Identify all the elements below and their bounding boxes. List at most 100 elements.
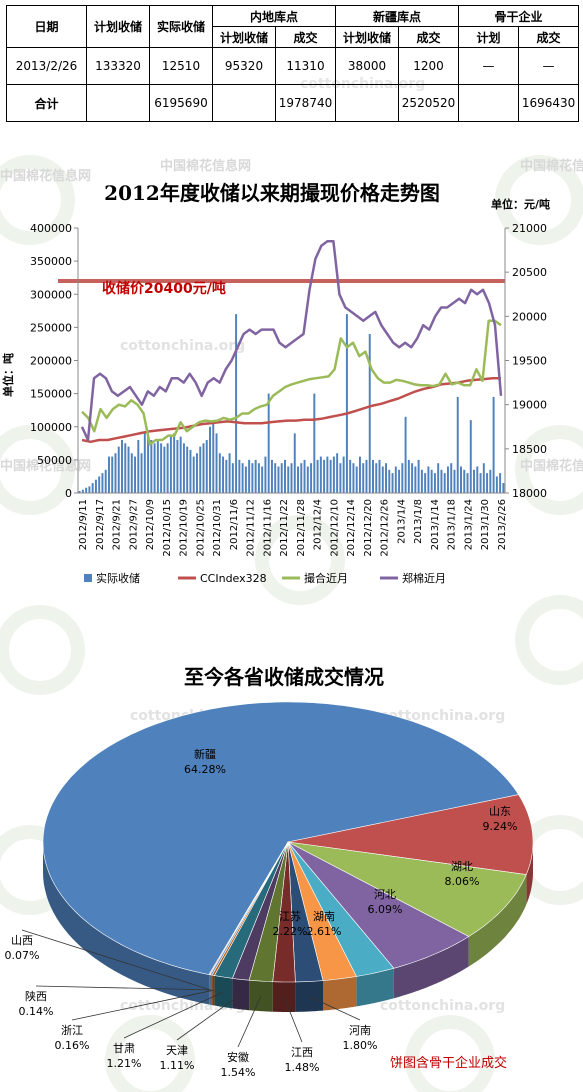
bar-actual-storage — [401, 463, 404, 493]
right-tick-label: 20000 — [512, 310, 547, 323]
bar-actual-storage — [502, 483, 505, 493]
total-bb-deal: 1696430 — [518, 84, 580, 122]
bar-actual-storage — [124, 443, 127, 493]
watermark-text-cn: 中国棉花信息网 — [520, 158, 583, 174]
cell-xj-deal: 1200 — [398, 47, 460, 85]
cell-inland-deal: 11310 — [274, 47, 337, 85]
bar-actual-storage — [88, 486, 91, 493]
right-tick-label: 19500 — [512, 355, 547, 368]
bar-actual-storage — [394, 466, 397, 493]
cell-actual: 12510 — [149, 47, 213, 85]
bar-actual-storage — [492, 396, 495, 493]
right-tick-label: 20500 — [512, 266, 547, 279]
line-match-near-month — [81, 319, 502, 446]
bar-actual-storage — [486, 473, 489, 493]
bar-actual-storage — [329, 459, 332, 493]
total-plan — [86, 84, 150, 122]
x-tick-label: 2013/1/8 — [413, 499, 424, 544]
bar-actual-storage — [169, 436, 172, 493]
watermark-ring — [515, 595, 583, 685]
x-tick-label: 2012/10/15 — [162, 499, 173, 557]
watermark-text-cn: 中国棉花信息网 — [0, 458, 91, 474]
pie-slice-山东 — [287, 794, 534, 875]
bar-actual-storage — [270, 459, 273, 493]
pie-side-天津 — [232, 978, 250, 1011]
bar-actual-storage — [195, 453, 198, 493]
bar-actual-storage — [134, 456, 137, 493]
pie-pct-河北: 6.09% — [368, 903, 403, 916]
watermark-text: cottonchina.org — [380, 708, 505, 724]
left-axis-title: 单位：吨 — [1, 353, 15, 397]
pie-pct-河南: 1.80% — [343, 1039, 378, 1052]
bar-actual-storage — [192, 456, 195, 493]
bar-actual-storage — [121, 440, 123, 493]
cell-bb-deal: — — [518, 47, 580, 85]
bar-actual-storage — [368, 334, 371, 493]
bar-actual-storage — [150, 440, 153, 493]
pie-slice-江苏 — [287, 841, 357, 981]
bar-actual-storage — [424, 473, 427, 493]
bar-actual-storage — [297, 466, 299, 493]
x-tick-label: 2013/1/18 — [447, 499, 458, 550]
header-inland: 内地库点 — [211, 5, 337, 27]
storage-summary-table: 日期 计划收储 实际收储 内地库点 新疆库点 骨干企业 计划收储 成交 计划收储… — [6, 5, 580, 122]
watermark-text-cn: 中国棉花信息网 — [520, 458, 583, 474]
left-tick-label: 350000 — [30, 255, 72, 268]
x-tick-label: 2013/1/14 — [430, 499, 441, 550]
bar-actual-storage — [446, 466, 449, 493]
bar-actual-storage — [372, 459, 374, 493]
pie-pct-安徽: 1.54% — [221, 1066, 256, 1079]
legend-label: 实际收储 — [96, 571, 140, 585]
bar-actual-storage — [313, 393, 316, 493]
pie-label-河南: 河南 — [349, 1024, 371, 1037]
bar-actual-storage — [300, 463, 303, 493]
pie-pct-山西: 0.07% — [5, 949, 40, 962]
left-tick-label: 50000 — [37, 454, 72, 467]
pie-slice-湖南 — [287, 841, 395, 977]
line-zce-near-month — [80, 240, 503, 442]
total-xj-deal: 2520520 — [398, 84, 460, 122]
bar-actual-storage — [166, 443, 169, 493]
total-actual: 6195690 — [149, 84, 213, 122]
bar-actual-storage — [235, 314, 238, 493]
pie-pct-湖南: 2.61% — [307, 925, 342, 938]
pie-pct-陕西: 0.14% — [19, 1005, 54, 1018]
bar-actual-storage — [463, 469, 466, 493]
legend-swatch — [84, 574, 92, 582]
pie-pct-浙江: 0.16% — [55, 1039, 90, 1052]
table-header-row: 日期 计划收储 实际收储 内地库点 新疆库点 骨干企业 — [6, 5, 580, 48]
header-xinjiang: 新疆库点 — [335, 5, 460, 27]
bar-actual-storage — [489, 469, 492, 493]
bar-actual-storage — [101, 473, 104, 493]
province-pie-chart: 至今各省收储成交情况 新疆 64.28% 山东 9.24% 湖北 8.06% 河北 6.09%… — [5, 665, 534, 1079]
bar-actual-storage — [414, 466, 417, 493]
bar-actual-storage — [375, 463, 378, 493]
subheader-bb-deal: 成交 — [518, 26, 580, 48]
pie-label-江西: 江西 — [291, 1046, 313, 1059]
bar-actual-storage — [173, 433, 176, 493]
bar-actual-storage — [362, 463, 365, 493]
bar-actual-storage — [310, 463, 313, 493]
bar-actual-storage — [460, 466, 462, 493]
bar-actual-storage — [398, 469, 401, 493]
x-tick-label: 2012/12/10 — [329, 499, 340, 557]
bar-actual-storage — [94, 479, 97, 493]
x-tick-label: 2012/12/20 — [363, 499, 374, 557]
bar-actual-storage — [257, 463, 260, 493]
bar-actual-storage — [202, 443, 205, 493]
pie-side-甘肃 — [214, 975, 233, 1009]
table-total-row: 合计 6195690 1978740 2520520 1696430 — [6, 84, 580, 122]
x-tick-label: 2012/9/27 — [128, 499, 139, 550]
bar-actual-storage — [261, 466, 264, 493]
bar-actual-storage — [130, 453, 133, 493]
bar-actual-storage — [179, 436, 182, 493]
bar-actual-storage — [479, 473, 482, 493]
bar-actual-storage — [182, 443, 185, 493]
watermark-text-cn: 中国棉花信息网 — [160, 158, 251, 174]
bar-actual-storage — [277, 466, 280, 493]
x-tick-label: 2012/11/6 — [229, 499, 240, 550]
watermark-ring — [0, 155, 75, 245]
bar-actual-storage — [140, 453, 143, 493]
x-tick-label: 2012/10/9 — [145, 499, 156, 550]
left-tick-label: 200000 — [30, 355, 72, 368]
